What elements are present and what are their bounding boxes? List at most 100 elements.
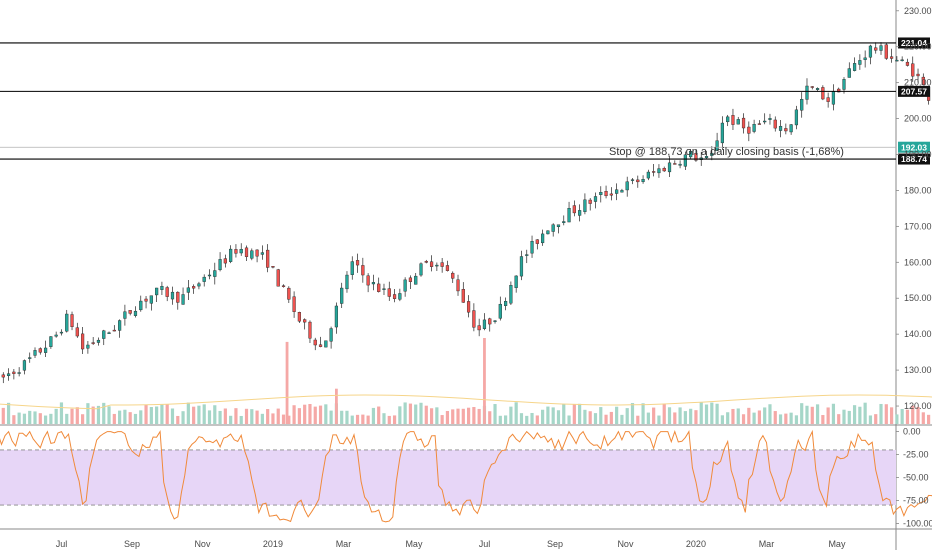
volume-bar xyxy=(504,415,508,424)
volume-bar xyxy=(165,404,169,424)
candle-body xyxy=(874,47,878,51)
candle-body xyxy=(160,286,164,290)
candle-body xyxy=(646,171,650,179)
candle-body xyxy=(488,318,492,325)
volume-bar xyxy=(625,408,629,424)
candle-body xyxy=(588,199,592,204)
volume-bar xyxy=(408,403,413,424)
volume-bar xyxy=(493,404,497,424)
volume-bar xyxy=(38,413,42,424)
volume-bar xyxy=(144,404,148,424)
volume-bar xyxy=(657,415,661,424)
candle-body xyxy=(403,279,407,292)
candle-body xyxy=(213,270,217,277)
volume-bar xyxy=(445,410,450,424)
volume-bar xyxy=(303,404,307,424)
volume-bar xyxy=(81,414,85,424)
volume-bar xyxy=(747,407,751,424)
volume-bar xyxy=(451,409,455,424)
volume-bar xyxy=(324,404,328,424)
candle-body xyxy=(192,286,196,289)
candle-body xyxy=(377,283,381,292)
candle-body xyxy=(741,117,746,129)
volume-bar xyxy=(599,407,603,424)
candle-body xyxy=(86,344,90,349)
candle-body xyxy=(345,274,349,290)
candle-body xyxy=(673,163,677,165)
candle-body xyxy=(895,59,899,62)
volume-bar xyxy=(636,415,640,424)
volume-bar xyxy=(340,410,344,424)
candle-body xyxy=(239,249,243,254)
stop-annotation: Stop @ 188,73 on a daily closing basis (… xyxy=(609,146,844,158)
volume-bar xyxy=(308,403,312,424)
candle-body xyxy=(805,85,809,100)
oscillator-axis[interactable]: 0.00 -25.00 -50.00 -75.00 -100.00 xyxy=(896,427,932,529)
volume-bar xyxy=(345,410,349,424)
volume-bar xyxy=(366,415,370,424)
x-tick-label: Nov xyxy=(194,539,211,549)
candle-body xyxy=(736,119,740,125)
x-tick-label: Nov xyxy=(617,539,634,549)
candle-body xyxy=(59,331,64,334)
oscillator-band xyxy=(0,449,896,506)
candle-body xyxy=(6,373,11,376)
osc-tick-label: -25.00 xyxy=(903,450,929,460)
volume-bar xyxy=(741,414,746,424)
candle-body xyxy=(625,181,629,191)
volume-bar xyxy=(784,413,788,424)
volume-bar xyxy=(213,405,217,424)
volume-bar xyxy=(202,404,206,424)
volume-bar xyxy=(102,402,106,424)
volume-bar xyxy=(54,408,58,424)
price-axis[interactable]: 230.00 220.00 210.00 200.00 190.00 180.00 170.… xyxy=(896,6,932,411)
volume-bar xyxy=(615,406,619,424)
volume-bar xyxy=(588,411,592,424)
candle-body xyxy=(879,45,883,51)
volume-bar xyxy=(551,407,555,424)
volume-bar xyxy=(392,415,397,424)
candle-body xyxy=(80,333,85,350)
volume-bar xyxy=(155,406,159,424)
volume-bar xyxy=(773,411,777,424)
candle-body xyxy=(17,372,21,374)
volume-bar xyxy=(118,410,122,424)
candle-body xyxy=(726,116,730,123)
candle-body xyxy=(694,153,698,161)
candle-body xyxy=(165,287,169,297)
y-tick-label: 190.00 xyxy=(904,150,932,160)
volume-bar xyxy=(43,415,48,424)
x-tick-label: Mar xyxy=(759,539,775,549)
volume-bar xyxy=(868,415,873,424)
volume-bar xyxy=(192,406,196,424)
volume-bar xyxy=(170,408,175,424)
volume-bar xyxy=(234,408,238,424)
candle-body xyxy=(324,340,328,348)
candle-body xyxy=(578,210,582,216)
volume-bar xyxy=(398,406,402,424)
candle-body xyxy=(498,303,502,319)
volume-bar xyxy=(620,414,624,424)
candle-body xyxy=(128,310,132,314)
candle-body xyxy=(149,295,153,304)
candle-body xyxy=(916,73,920,77)
candle-body xyxy=(419,263,423,276)
candle-body xyxy=(572,205,576,214)
candle-body xyxy=(229,248,233,262)
volume-bar xyxy=(435,407,439,424)
volume-bar xyxy=(884,404,888,424)
time-axis[interactable]: Jul Sep Nov 2019 Mar May Jul Sep Nov 2020 Mar May xyxy=(56,539,846,549)
volume-bar xyxy=(757,410,761,424)
candle-body xyxy=(461,289,465,303)
volume-bar xyxy=(715,403,719,424)
horizontal-levels[interactable]: 221.04 207.57 192.03 188.74 xyxy=(0,37,930,165)
y-tick-label: 210.00 xyxy=(904,78,932,88)
candle-body xyxy=(276,269,280,287)
volume-bar xyxy=(689,408,693,424)
candlesticks xyxy=(1,42,931,384)
candle-body xyxy=(778,125,783,131)
volume-bar xyxy=(525,415,529,424)
candle-body xyxy=(847,68,851,78)
candle-body xyxy=(70,314,74,327)
